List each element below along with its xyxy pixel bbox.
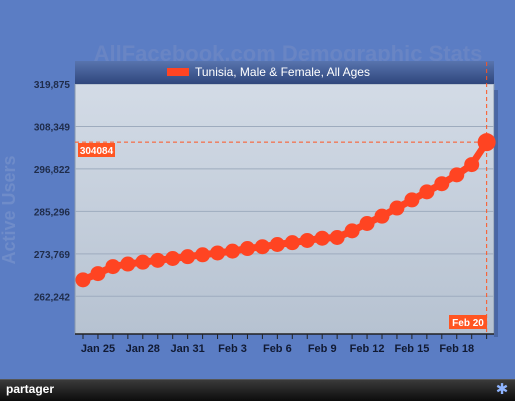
x-tick-label: Feb 3 [218, 343, 247, 355]
data-point [105, 259, 121, 275]
data-point [120, 256, 136, 272]
share-button[interactable]: partager [6, 382, 55, 396]
legend-box [75, 61, 494, 84]
data-point [284, 235, 300, 251]
data-point [180, 249, 196, 265]
data-point [389, 200, 405, 216]
x-tick-label: Jan 25 [81, 343, 115, 355]
data-point [299, 232, 315, 248]
gear-icon[interactable]: ✱ [495, 381, 509, 398]
x-tick-label: Feb 15 [394, 343, 429, 355]
data-point [434, 176, 450, 192]
x-tick-label: Feb 6 [263, 343, 292, 355]
x-tick-label: Feb 18 [439, 343, 474, 355]
series-layer [75, 133, 496, 288]
data-point [314, 230, 330, 246]
y-tick-label: 273,769 [34, 250, 71, 261]
y-tick-label: 308,349 [34, 122, 71, 133]
data-point [329, 229, 345, 245]
x-tick-label: Feb 12 [350, 343, 385, 355]
data-point [359, 216, 375, 232]
plot-area [74, 83, 495, 335]
date-tag-bg [449, 315, 487, 329]
data-point [269, 236, 285, 252]
data-point [344, 223, 360, 239]
x-tick-label: Jan 31 [171, 343, 205, 355]
data-point [195, 247, 211, 263]
value-tag-label: 304084 [80, 146, 114, 157]
y-tick-label: 319,875 [34, 80, 71, 91]
data-point [477, 133, 496, 152]
data-point [404, 192, 420, 208]
data-point [210, 245, 226, 261]
data-point [239, 241, 255, 257]
value-tag-bg [78, 143, 115, 157]
data-point [464, 157, 480, 173]
legend-swatch [167, 68, 189, 76]
y-tick-label: 296,822 [34, 165, 71, 176]
date-tag-label: Feb 20 [452, 318, 484, 329]
data-point [135, 254, 151, 270]
data-point [374, 208, 390, 224]
data-point [165, 250, 181, 266]
x-axis-ticks: Jan 25 Jan 28 Jan 31 Feb 3 Feb 6 Feb 9 Feb 12 F… [81, 334, 488, 355]
y-tick-label: 262,242 [34, 292, 71, 303]
data-point [150, 252, 166, 268]
data-point [254, 239, 270, 255]
data-point [449, 167, 465, 183]
data-point [419, 184, 435, 200]
x-tick-label: Feb 9 [308, 343, 337, 355]
y-axis-label: Active Users [0, 155, 19, 264]
share-bar: partager ✱ [0, 379, 515, 401]
y-axis-ticks: 262,242 273,769 285,296 296,822 308,349 319,8… [34, 80, 71, 303]
y-tick-label: 285,296 [34, 207, 71, 218]
data-point [75, 272, 91, 288]
legend-label: Tunisia, Male & Female, All Ages [195, 65, 370, 79]
chart: AllFacebook.com Demographic Stats 262,24… [0, 41, 498, 355]
x-tick-label: Jan 28 [126, 343, 160, 355]
data-point [90, 266, 106, 282]
plot-shadow [494, 90, 498, 337]
series-line [79, 138, 491, 284]
data-point [225, 243, 240, 259]
